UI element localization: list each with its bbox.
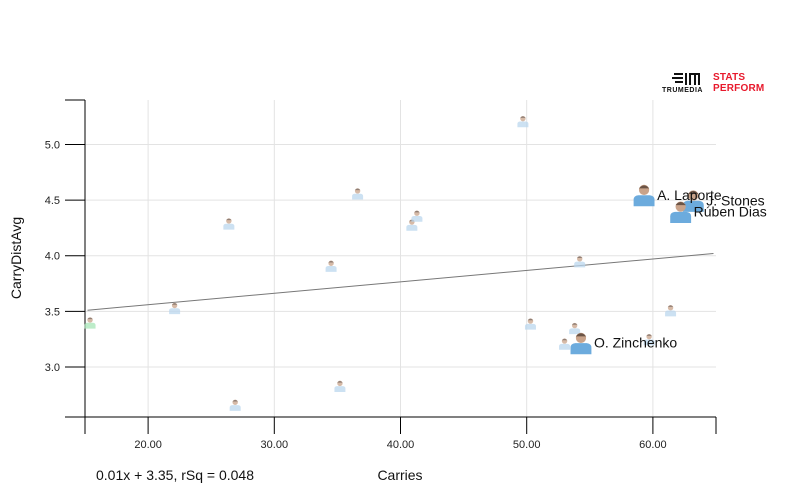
- player-marker: [665, 305, 677, 317]
- data-points: [84, 115, 704, 411]
- player-shirt-icon: [643, 339, 655, 346]
- player-marker: [524, 318, 536, 330]
- regression-line: [87, 252, 714, 311]
- player-marker: [569, 322, 581, 335]
- y-tick-label: 4.5: [45, 195, 60, 207]
- player-hair-icon: [171, 303, 178, 305]
- player-marker-highlight: [682, 190, 704, 212]
- player-shirt-icon: [574, 261, 586, 268]
- stats-wordmark: STATS: [713, 72, 746, 83]
- player-marker: [352, 188, 364, 200]
- point-label: O. Zinchenko: [594, 335, 677, 351]
- x-axis-title: Carries: [377, 467, 422, 483]
- player-hair-icon: [577, 256, 583, 258]
- player-marker-highlight: [670, 201, 692, 223]
- point-label: J. Stones: [706, 192, 764, 208]
- player-marker: [84, 317, 96, 329]
- player-shirt-icon: [670, 211, 692, 223]
- player-hair-icon: [688, 190, 699, 194]
- player-hair-icon: [667, 305, 674, 307]
- player-shirt-icon: [665, 310, 677, 317]
- player-marker: [574, 256, 586, 268]
- player-hair-icon: [638, 185, 650, 189]
- player-shirt-icon: [570, 343, 592, 355]
- y-axis-title: CarryDistAvg: [8, 217, 24, 299]
- player-shirt-icon: [411, 215, 423, 222]
- player-hair-icon: [414, 210, 420, 213]
- player-hair-icon: [646, 334, 652, 336]
- player-marker: [334, 380, 346, 392]
- perform-wordmark: PERFORM: [713, 83, 765, 94]
- x-tick-label: 60.00: [639, 439, 667, 451]
- player-hair-icon: [337, 380, 343, 383]
- player-shirt-icon: [169, 308, 181, 315]
- player-marker: [517, 115, 529, 128]
- y-tick-label: 5.0: [45, 139, 60, 151]
- player-shirt-icon: [524, 323, 536, 330]
- trumedia-logo: TRUMEDIA: [662, 72, 708, 96]
- player-hair-icon: [561, 338, 568, 341]
- x-tick-label: 20.00: [134, 439, 162, 451]
- player-shirt-icon: [517, 121, 529, 128]
- y-tick-label: 4.0: [45, 251, 60, 263]
- player-shirt-icon: [682, 200, 704, 212]
- y-tick-label: 3.5: [45, 306, 60, 318]
- gridlines: [85, 100, 716, 417]
- axes: [65, 99, 717, 434]
- player-shirt-icon: [406, 224, 418, 231]
- player-shirt-icon: [325, 266, 337, 272]
- player-marker: [411, 210, 423, 222]
- player-marker-highlight: [633, 184, 655, 207]
- player-shirt-icon: [633, 195, 655, 207]
- player-hair-icon: [226, 218, 232, 221]
- player-shirt-icon: [334, 386, 346, 392]
- player-marker: [643, 333, 655, 346]
- player-shirt-icon: [352, 193, 364, 200]
- player-shirt-icon: [569, 328, 581, 335]
- player-hair-icon: [675, 202, 686, 206]
- player-marker: [559, 338, 571, 350]
- tick-labels: 20.00 30.00 40.00 50.00 60.00 3.0 3.5 4.0 4.5 5.0: [45, 139, 667, 451]
- regression-label: 0.01x + 3.35, rSq = 0.048: [96, 467, 254, 483]
- x-tick-label: 40.00: [387, 439, 415, 451]
- x-tick-label: 50.00: [513, 439, 541, 451]
- trumedia-wordmark: TRUMEDIA: [662, 87, 703, 94]
- player-marker: [169, 302, 181, 315]
- point-label: A. Laporte: [657, 187, 722, 203]
- point-label: Rúben Dias: [694, 203, 767, 219]
- player-hair-icon: [232, 399, 238, 402]
- player-marker: [325, 260, 337, 272]
- player-shirt-icon: [559, 343, 571, 350]
- player-shirt-icon: [229, 405, 241, 411]
- player-hair-icon: [575, 333, 587, 337]
- player-marker-highlight: [570, 332, 592, 355]
- player-hair-icon: [328, 260, 334, 263]
- y-tick-label: 3.0: [45, 362, 60, 374]
- player-hair-icon: [520, 116, 526, 118]
- player-shirt-icon: [84, 322, 96, 329]
- player-marker: [229, 399, 241, 411]
- player-hair-icon: [354, 188, 361, 191]
- player-marker: [223, 218, 235, 230]
- player-hair-icon: [87, 317, 93, 320]
- stats-perform-logo: STATS PERFORM: [713, 72, 764, 94]
- player-hair-icon: [527, 318, 534, 321]
- trumedia-mark-icon: [672, 73, 700, 85]
- x-tick-label: 30.00: [261, 439, 289, 451]
- player-shirt-icon: [223, 223, 235, 230]
- player-hair-icon: [571, 323, 578, 325]
